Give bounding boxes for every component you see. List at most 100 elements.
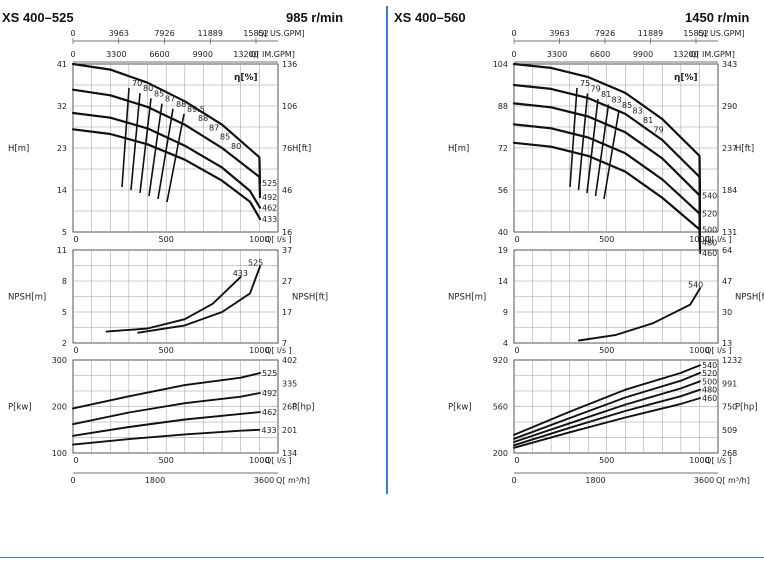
right-bottom-axis-unit: Q[ m³/h] (716, 476, 750, 485)
left-head-ytick-right-label: 46 (282, 186, 292, 195)
left-efficiency-label-2: 85 (154, 89, 164, 98)
right-power-curve-label-540: 540 (702, 361, 717, 370)
right-efficiency-isoline (569, 87, 578, 188)
right-npsh-curve-540 (577, 287, 701, 342)
left-head-xtick-label: 0 (73, 235, 78, 244)
right-efficiency-isoline (577, 93, 589, 191)
left-power-curve-label-525: 525 (262, 369, 277, 378)
left-efficiency-label-1: 80 (143, 84, 153, 93)
right-efficiency-isoline (586, 98, 599, 194)
right-head-ytick-right-label: 237 (722, 144, 737, 153)
right-power-curve-480 (513, 388, 701, 447)
left-power-ytick-label: 200 (52, 403, 67, 412)
left-head-xtick-label: 1000 (249, 235, 269, 244)
left-npsh-ytick-right-label: 7 (282, 339, 287, 348)
right-head-ytick-right-label: 184 (722, 186, 737, 195)
right-npsh-ytick-label: 9 (503, 308, 508, 317)
right-efficiency-unit-label: η[%] (674, 73, 698, 83)
left-npsh-xtick-label: 1000 (249, 346, 269, 355)
right-model-title: XS 400–560 (394, 10, 466, 25)
right-npsh-ylabel: NPSH[m] (448, 293, 486, 303)
right-head-curve-520 (512, 83, 702, 215)
right-top-axis-imgpm-label: 6600 (590, 50, 610, 59)
left-efficiency-label-5: 89.5 (187, 105, 205, 114)
right-power-ytick-right-label: 268 (722, 449, 737, 458)
right-head-ylabel-right: H[ft] (735, 144, 754, 154)
left-top-axis-imgpm-unit: Q[ IM.GPM] (250, 50, 295, 59)
right-power-ytick-label: 560 (493, 403, 508, 412)
right-efficiency-isoline (594, 104, 610, 197)
right-power-curve-label-500: 500 (702, 377, 717, 386)
right-head-curve-label-520: 520 (702, 210, 717, 219)
right-top-axis-imgpm-unit: Q[ IM.GPM] (690, 50, 735, 59)
left-top-axis-imgpm-label: 9900 (193, 50, 213, 59)
left-head-xtick-label: 500 (159, 235, 174, 244)
right-top-axis-imgpm-label: 9900 (633, 50, 653, 59)
left-efficiency-label-0: 70 (132, 79, 142, 88)
left-efficiency-isoline (166, 113, 185, 203)
right-power-curve-460 (513, 397, 701, 449)
right-npsh-xunit: Q[ l/s ] (705, 346, 732, 355)
right-efficiency-label-1: 79 (591, 85, 601, 94)
right-power-ytick-right-label: 750 (722, 403, 737, 412)
left-power-ytick-right-label: 134 (282, 449, 297, 458)
right-bottom-axis-label: 1800 (585, 476, 605, 485)
right-npsh-ytick-label: 19 (498, 246, 508, 255)
left-head-xunit: Q[ l/s ] (265, 235, 292, 244)
left-head-ylabel-right: H[ft] (292, 144, 311, 154)
left-efficiency-isoline (157, 108, 174, 200)
left-efficiency-label-3: 87 (165, 95, 175, 104)
right-power-curve-520 (513, 371, 701, 440)
left-power-ylabel: P[kw] (8, 403, 32, 413)
right-power-ylabel-right: P[hp] (735, 403, 758, 413)
left-head-curve-label-492: 492 (262, 193, 277, 202)
left-top-axis-usgpm-label: 7926 (154, 29, 174, 38)
left-head-curve-label-525: 525 (262, 179, 277, 188)
left-power-xtick-label: 0 (73, 456, 78, 465)
right-npsh-ytick-right-label: 64 (722, 246, 732, 255)
left-power-ylabel-right: P[hp] (292, 403, 315, 413)
right-power-xunit: Q[ l/s ] (705, 456, 732, 465)
left-power-curve-492 (72, 392, 261, 426)
left-head-ylabel: H[m] (8, 144, 29, 154)
left-top-axis-imgpm-label: 0 (70, 50, 75, 59)
right-head-ytick-label: 40 (498, 228, 508, 237)
right-top-axis-usgpm-label: 7926 (595, 29, 615, 38)
right-top-axis-usgpm-label: 15852 (683, 29, 708, 38)
left-head-ytick-right-label: 106 (282, 102, 297, 111)
left-efficiency-label-4: 88 (176, 100, 186, 109)
left-power-curve-label-492: 492 (262, 389, 277, 398)
right-efficiency-label-3: 83 (612, 96, 622, 105)
right-npsh-xtick-label: 500 (599, 346, 614, 355)
left-model-title: XS 400–525 (2, 10, 74, 25)
right-top-axis-imgpm-label: 3300 (547, 50, 567, 59)
right-head-ytick-label: 56 (498, 186, 508, 195)
right-npsh-ylabel-right: NPSH[ft] (735, 293, 764, 303)
right-head-xtick-label: 500 (599, 235, 614, 244)
right-power-ytick-right-label: 1232 (722, 356, 742, 365)
right-top-axis-usgpm-label: 11889 (638, 29, 663, 38)
left-power-ytick-right-label: 268 (282, 403, 297, 412)
right-efficiency-label-0: 75 (580, 79, 590, 88)
right-npsh-ytick-label: 14 (498, 277, 508, 286)
right-power-xtick-label: 500 (599, 456, 614, 465)
left-npsh-curve-label-433: 433 (233, 269, 248, 278)
right-head-ytick-label: 72 (498, 144, 508, 153)
right-head-ytick-right-label: 131 (722, 228, 737, 237)
left-top-axis-imgpm-label: 3300 (106, 50, 126, 59)
left-npsh-xunit: Q[ l/s ] (265, 346, 292, 355)
left-efficiency-isoline (121, 87, 130, 188)
right-power-ytick-right-label: 991 (722, 379, 737, 388)
left-head-ytick-label: 23 (57, 144, 67, 153)
right-efficiency-label-7: 79 (654, 126, 664, 135)
left-head-ytick-right-label: 136 (282, 60, 297, 69)
left-power-ytick-label: 100 (52, 449, 67, 458)
right-head-curve-label-500: 500 (702, 225, 717, 234)
left-npsh-ylabel-right: NPSH[ft] (292, 293, 328, 303)
left-bottom-axis-label: 1800 (145, 476, 165, 485)
right-npsh-curve-label-540: 540 (688, 280, 703, 289)
right-npsh-ytick-right-label: 30 (722, 308, 732, 317)
left-power-curve-462 (72, 411, 261, 437)
right-npsh-ytick-right-label: 13 (722, 339, 732, 348)
